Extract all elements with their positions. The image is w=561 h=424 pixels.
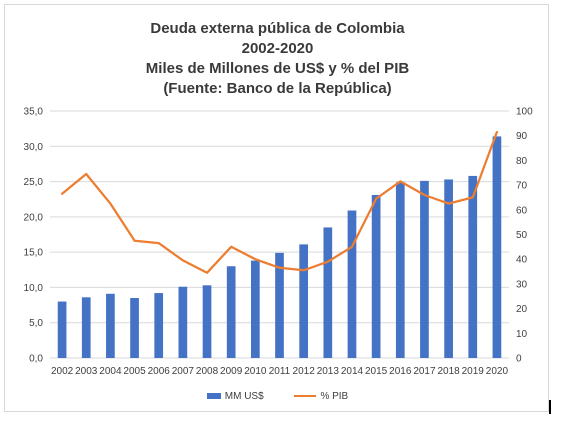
y-left-tick-label: 0,0 <box>29 354 43 365</box>
x-tick-label: 2003 <box>75 366 98 377</box>
chart-title: Deuda externa pública de Colombia 2002-2… <box>5 19 550 99</box>
bar <box>444 179 453 358</box>
x-tick-label: 2012 <box>293 366 316 377</box>
y-right-tick-label: 10 <box>516 329 528 340</box>
bar <box>299 244 309 358</box>
y-left-tick-label: 25,0 <box>24 177 44 188</box>
y-left-tick-label: 15,0 <box>24 248 44 259</box>
x-tick-label: 2002 <box>51 366 74 377</box>
bar <box>420 180 429 358</box>
x-tick-label: 2016 <box>389 366 412 377</box>
legend-item-line: % PIB <box>294 391 348 402</box>
bar <box>130 298 139 358</box>
x-tick-label: 2015 <box>365 366 388 377</box>
y-right-tick-label: 60 <box>516 205 528 216</box>
y-right-tick-label: 50 <box>516 230 528 241</box>
y-right-tick-label: 20 <box>516 304 528 315</box>
x-tick-label: 2009 <box>220 366 243 377</box>
y-right-tick-label: 40 <box>516 255 528 266</box>
x-tick-label: 2019 <box>462 366 485 377</box>
x-tick-label: 2018 <box>437 366 460 377</box>
bar <box>275 252 284 358</box>
y-right-tick-label: 80 <box>516 156 528 167</box>
bar <box>347 210 357 358</box>
chart-title-line-4: (Fuente: Banco de la República) <box>163 80 392 97</box>
series-line-pib <box>60 130 499 274</box>
stray-mark <box>549 400 551 414</box>
bar <box>468 175 478 358</box>
bar <box>202 285 212 358</box>
x-tick-label: 2014 <box>341 366 364 377</box>
bar <box>106 293 115 358</box>
bar <box>323 227 333 358</box>
x-tick-label: 2013 <box>317 366 340 377</box>
legend-label-bars: MM US$ <box>224 391 264 402</box>
x-tick-label: 2020 <box>486 366 509 377</box>
bar <box>492 136 502 358</box>
x-tick-label: 2005 <box>123 366 146 377</box>
bar <box>57 301 67 358</box>
y-left-tick-label: 10,0 <box>24 283 44 294</box>
x-tick-label: 2008 <box>196 366 219 377</box>
chart-frame: Deuda externa pública de Colombia 2002-2… <box>4 4 549 412</box>
chart-title-line-2: 2002-2020 <box>241 40 314 57</box>
legend-item-bars: MM US$ <box>206 391 264 402</box>
x-tick-label: 2010 <box>244 366 267 377</box>
y-right-tick-label: 90 <box>516 131 528 142</box>
y-left-tick-label: 20,0 <box>24 212 44 223</box>
y-left-tick-label: 30,0 <box>24 142 44 153</box>
bar <box>178 286 188 358</box>
legend: MM US$ % PIB <box>5 391 550 402</box>
chart-title-line-3: Miles de Millones de US$ y % del PIB <box>145 60 410 77</box>
y-right-tick-label: 30 <box>516 279 528 290</box>
y-right-tick-label: 70 <box>516 181 528 192</box>
y-right-tick-label: 0 <box>516 354 522 365</box>
y-left-tick-label: 35,0 <box>24 107 44 118</box>
x-tick-label: 2004 <box>99 366 122 377</box>
bar <box>81 297 91 358</box>
legend-swatch-bars <box>206 393 221 400</box>
bar <box>154 293 164 358</box>
legend-label-line: % PIB <box>320 391 349 402</box>
bar <box>395 182 405 358</box>
x-tick-label: 2011 <box>269 366 291 377</box>
bar <box>371 194 381 358</box>
x-tick-label: 2006 <box>148 366 171 377</box>
x-tick-label: 2017 <box>413 366 436 377</box>
y-right-tick-label: 100 <box>516 107 533 118</box>
bar <box>226 266 236 358</box>
legend-swatch-line <box>294 395 317 398</box>
x-tick-label: 2007 <box>172 366 195 377</box>
y-left-tick-label: 5,0 <box>29 318 43 329</box>
plot-area: 0,0 5,0 10,0 15,0 20,0 25,0 30,0 35,0 0 10 20 30 40 5… <box>24 107 534 378</box>
bar <box>250 260 260 358</box>
chart-title-line-1: Deuda externa pública de Colombia <box>150 20 405 37</box>
